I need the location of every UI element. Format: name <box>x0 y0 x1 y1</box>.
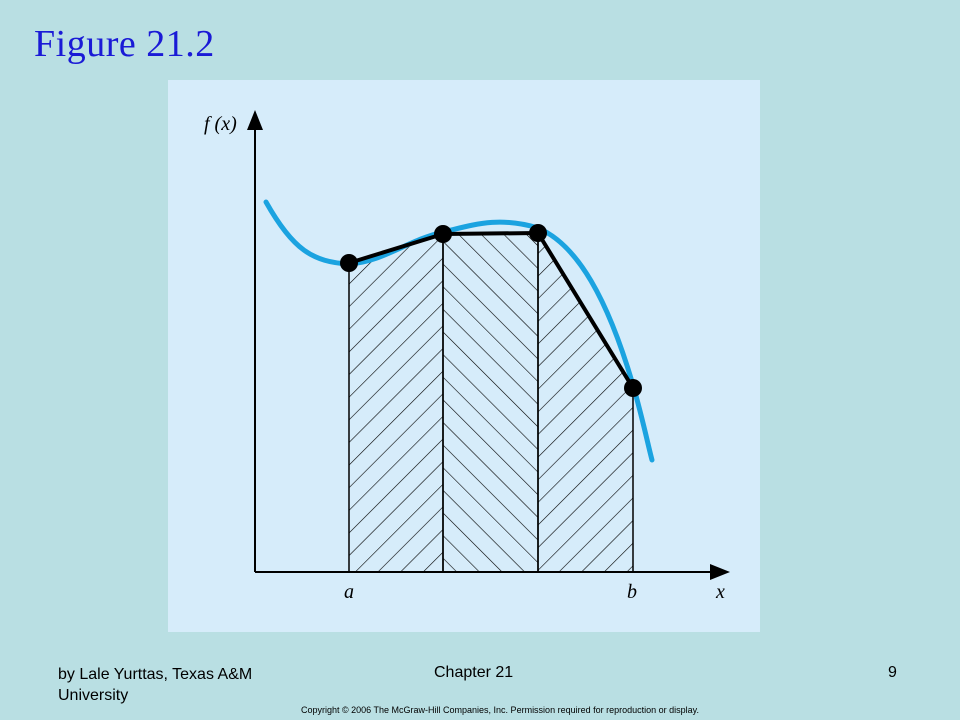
strip-3 <box>537 230 634 573</box>
tick-label-a: a <box>344 581 354 603</box>
node-point-2 <box>434 225 452 243</box>
integration-diagram: f (x) x a b <box>204 110 730 603</box>
footer-author: by Lale Yurttas, Texas A&M University <box>58 666 253 704</box>
hatched-strips <box>348 230 634 573</box>
y-axis-label: f (x) <box>204 113 237 135</box>
trapezoid-segments <box>348 231 635 390</box>
slide-title: Figure 21.2 <box>34 23 215 65</box>
strip-1 <box>348 232 444 573</box>
footer-chapter: Chapter 21 <box>434 664 514 681</box>
figure-panel: f (x) x a b <box>168 80 760 632</box>
node-point-1 <box>340 254 358 272</box>
tick-label-b: b <box>627 581 637 603</box>
node-point-3 <box>529 224 547 242</box>
copyright-notice: Copyright © 2006 The McGraw-Hill Compani… <box>301 705 699 715</box>
page-number: 9 <box>888 664 897 681</box>
node-point-4 <box>624 379 642 397</box>
x-axis-label: x <box>715 581 725 603</box>
strip-2 <box>442 232 539 573</box>
